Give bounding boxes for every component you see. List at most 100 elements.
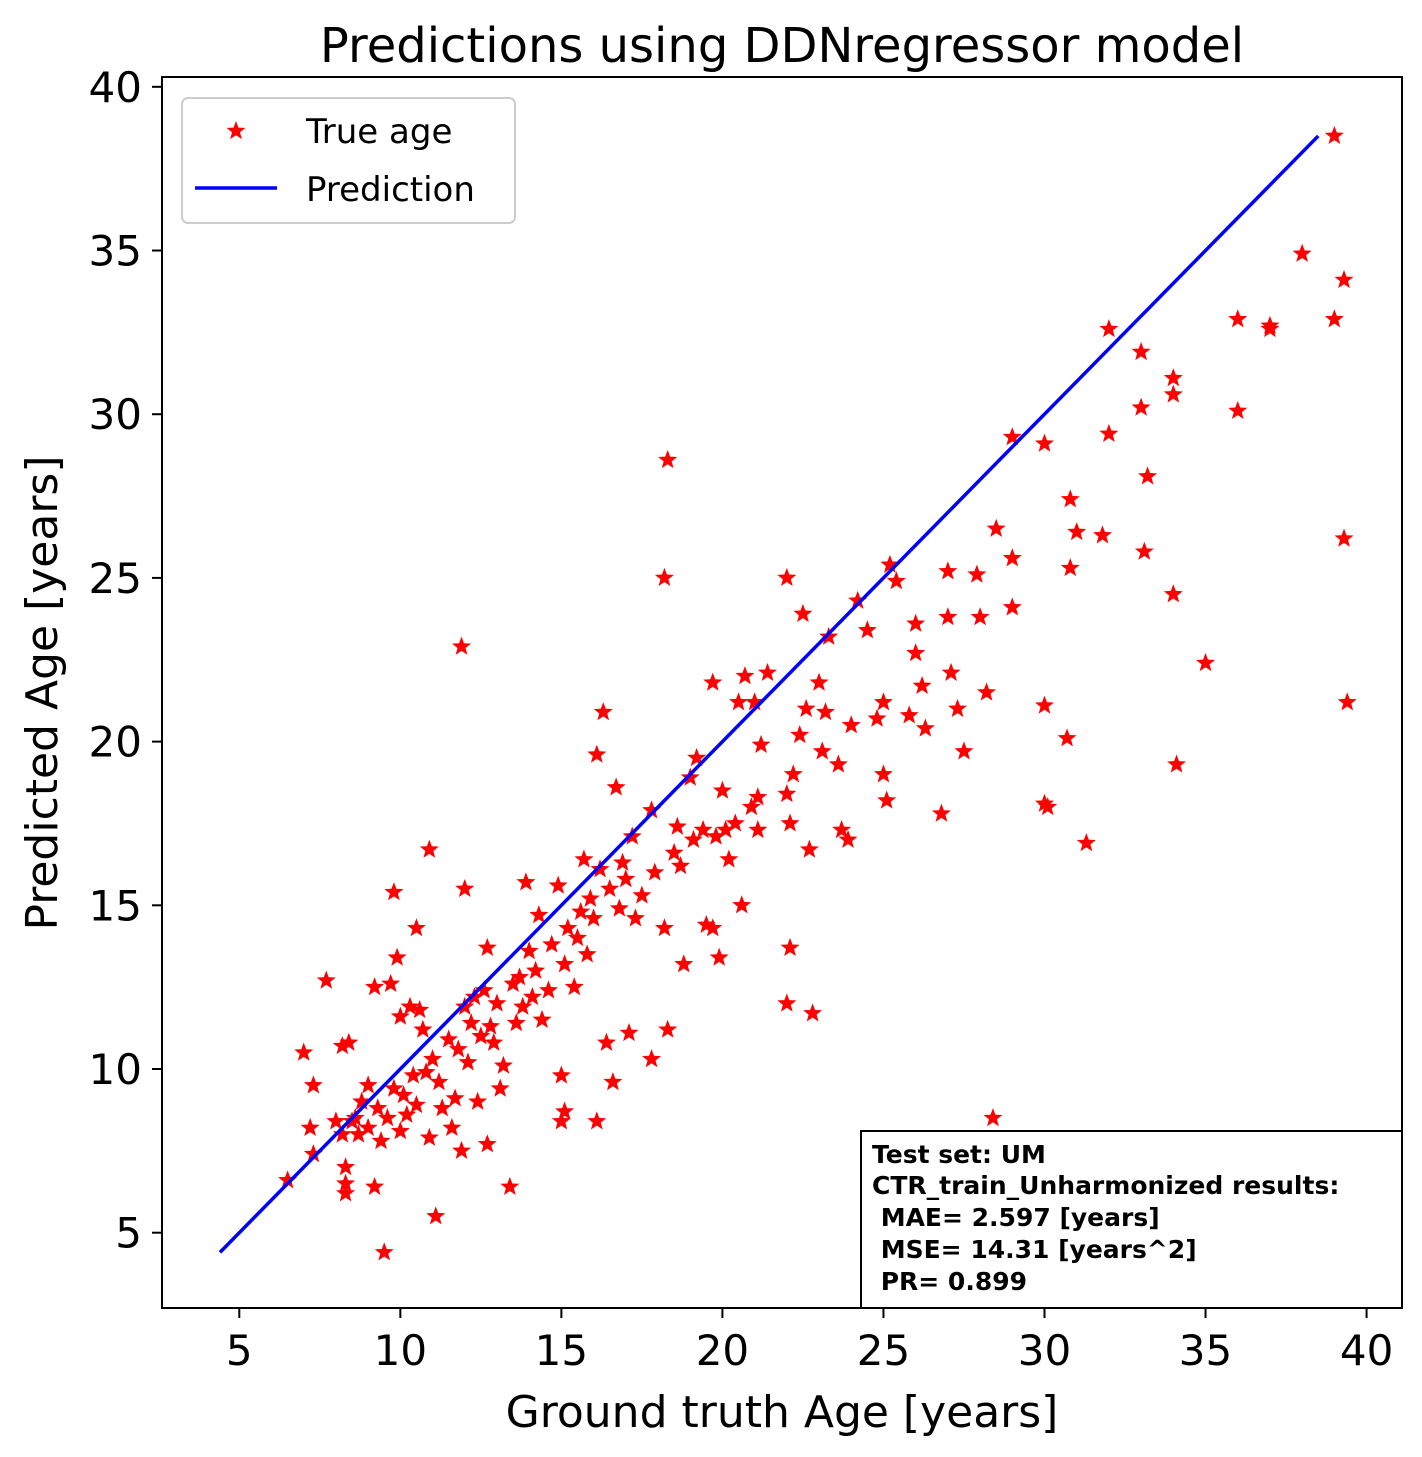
data-point-94	[587, 1111, 607, 1130]
data-point-31	[394, 1085, 414, 1104]
data-point-57	[468, 1091, 488, 1110]
data-point-54	[458, 1052, 478, 1071]
data-point-204	[1163, 368, 1183, 387]
data-point-47	[442, 1117, 462, 1137]
data-point-169	[906, 613, 926, 632]
data-point-111	[654, 567, 674, 586]
data-point-65	[490, 1078, 510, 1097]
results-line-1: Test set: UM	[872, 1140, 1046, 1169]
data-point-110	[645, 862, 665, 881]
x-tick-label-10: 10	[374, 1326, 427, 1375]
data-point-67	[500, 1176, 520, 1195]
data-point-168	[899, 705, 919, 724]
data-point-63	[484, 1032, 504, 1051]
data-point-114	[658, 1019, 678, 1038]
data-point-213	[1324, 125, 1344, 145]
data-point-58	[471, 1026, 491, 1045]
data-point-79	[542, 934, 562, 953]
data-point-3	[303, 1144, 323, 1163]
data-point-2	[300, 1117, 320, 1137]
data-point-202	[1138, 466, 1158, 485]
data-point-214	[1324, 309, 1344, 328]
data-point-211	[1260, 315, 1280, 334]
data-point-106	[625, 908, 645, 927]
data-point-167	[886, 571, 906, 590]
data-point-163	[873, 692, 893, 711]
data-point-81	[551, 1111, 571, 1130]
data-point-7	[332, 1124, 352, 1143]
data-point-128	[712, 780, 732, 799]
data-point-78	[538, 980, 558, 999]
y-tick-label-40: 40	[89, 63, 142, 112]
data-point-177	[948, 698, 968, 717]
data-point-158	[838, 829, 858, 848]
data-point-217	[1337, 692, 1357, 711]
data-point-101	[609, 898, 629, 917]
x-tick-label-35: 35	[1179, 1326, 1232, 1375]
y-tick-label-15: 15	[89, 881, 142, 930]
data-point-146	[783, 764, 803, 783]
data-point-172	[915, 718, 935, 737]
data-point-193	[1060, 489, 1080, 508]
results-box: Test set: UM CTR_train_Unharmonized resu…	[860, 1130, 1403, 1309]
data-point-34	[403, 1065, 423, 1084]
data-point-64	[487, 993, 507, 1012]
data-point-76	[529, 905, 549, 924]
data-point-108	[642, 1049, 662, 1068]
data-point-96	[593, 702, 613, 721]
data-point-124	[703, 672, 723, 691]
y-axis-ticks: 5 10 15 20 25 30 35 40	[89, 63, 162, 1258]
data-point-15	[348, 1124, 368, 1143]
data-point-97	[596, 1032, 616, 1051]
data-point-37	[410, 1000, 430, 1019]
data-point-25	[381, 973, 401, 992]
data-point-134	[735, 666, 755, 685]
y-tick-label-5: 5	[115, 1209, 142, 1258]
data-point-61	[477, 937, 497, 956]
data-point-66	[493, 1055, 513, 1074]
data-point-16	[352, 1091, 372, 1110]
legend-frame	[181, 97, 516, 224]
data-point-189	[1034, 793, 1054, 812]
data-point-184	[1002, 427, 1022, 446]
data-point-9	[336, 1157, 356, 1176]
legend-star-shape	[226, 121, 246, 140]
data-point-131	[725, 813, 745, 832]
y-axis-label: Predicted Age [years]	[17, 455, 68, 930]
data-point-126	[706, 826, 726, 845]
data-point-68	[503, 973, 523, 992]
data-point-84	[555, 954, 575, 973]
y-tick-label-10: 10	[89, 1045, 142, 1094]
data-point-24	[377, 1108, 397, 1127]
data-point-45	[432, 1098, 452, 1117]
data-point-123	[696, 914, 716, 934]
data-point-109	[642, 800, 662, 819]
data-point-154	[815, 702, 835, 721]
data-point-99	[603, 1072, 623, 1091]
data-point-140	[758, 662, 778, 681]
data-point-161	[857, 620, 877, 639]
data-point-125	[703, 918, 723, 937]
data-point-185	[1002, 548, 1022, 567]
data-point-190	[1038, 797, 1058, 816]
data-point-117	[671, 856, 691, 875]
data-point-180	[970, 607, 990, 626]
data-point-92	[584, 908, 604, 927]
legend-label-true-age: True age	[305, 112, 452, 152]
x-tick-label-30: 30	[1018, 1326, 1071, 1375]
data-point-5	[316, 970, 336, 989]
data-point-29	[390, 1006, 410, 1025]
data-point-144	[777, 993, 797, 1012]
data-point-165	[877, 790, 897, 809]
data-point-72	[516, 872, 536, 891]
data-point-164	[873, 764, 893, 783]
chart-title: Predictions using DDNregressor model	[320, 18, 1244, 74]
results-line-5: PR= 0.899	[872, 1267, 1027, 1296]
data-point-215	[1334, 269, 1354, 289]
data-point-40	[419, 839, 439, 858]
data-point-69	[506, 1013, 526, 1032]
data-point-181	[977, 682, 997, 701]
prediction-line	[218, 134, 1320, 1254]
data-point-133	[732, 895, 752, 914]
